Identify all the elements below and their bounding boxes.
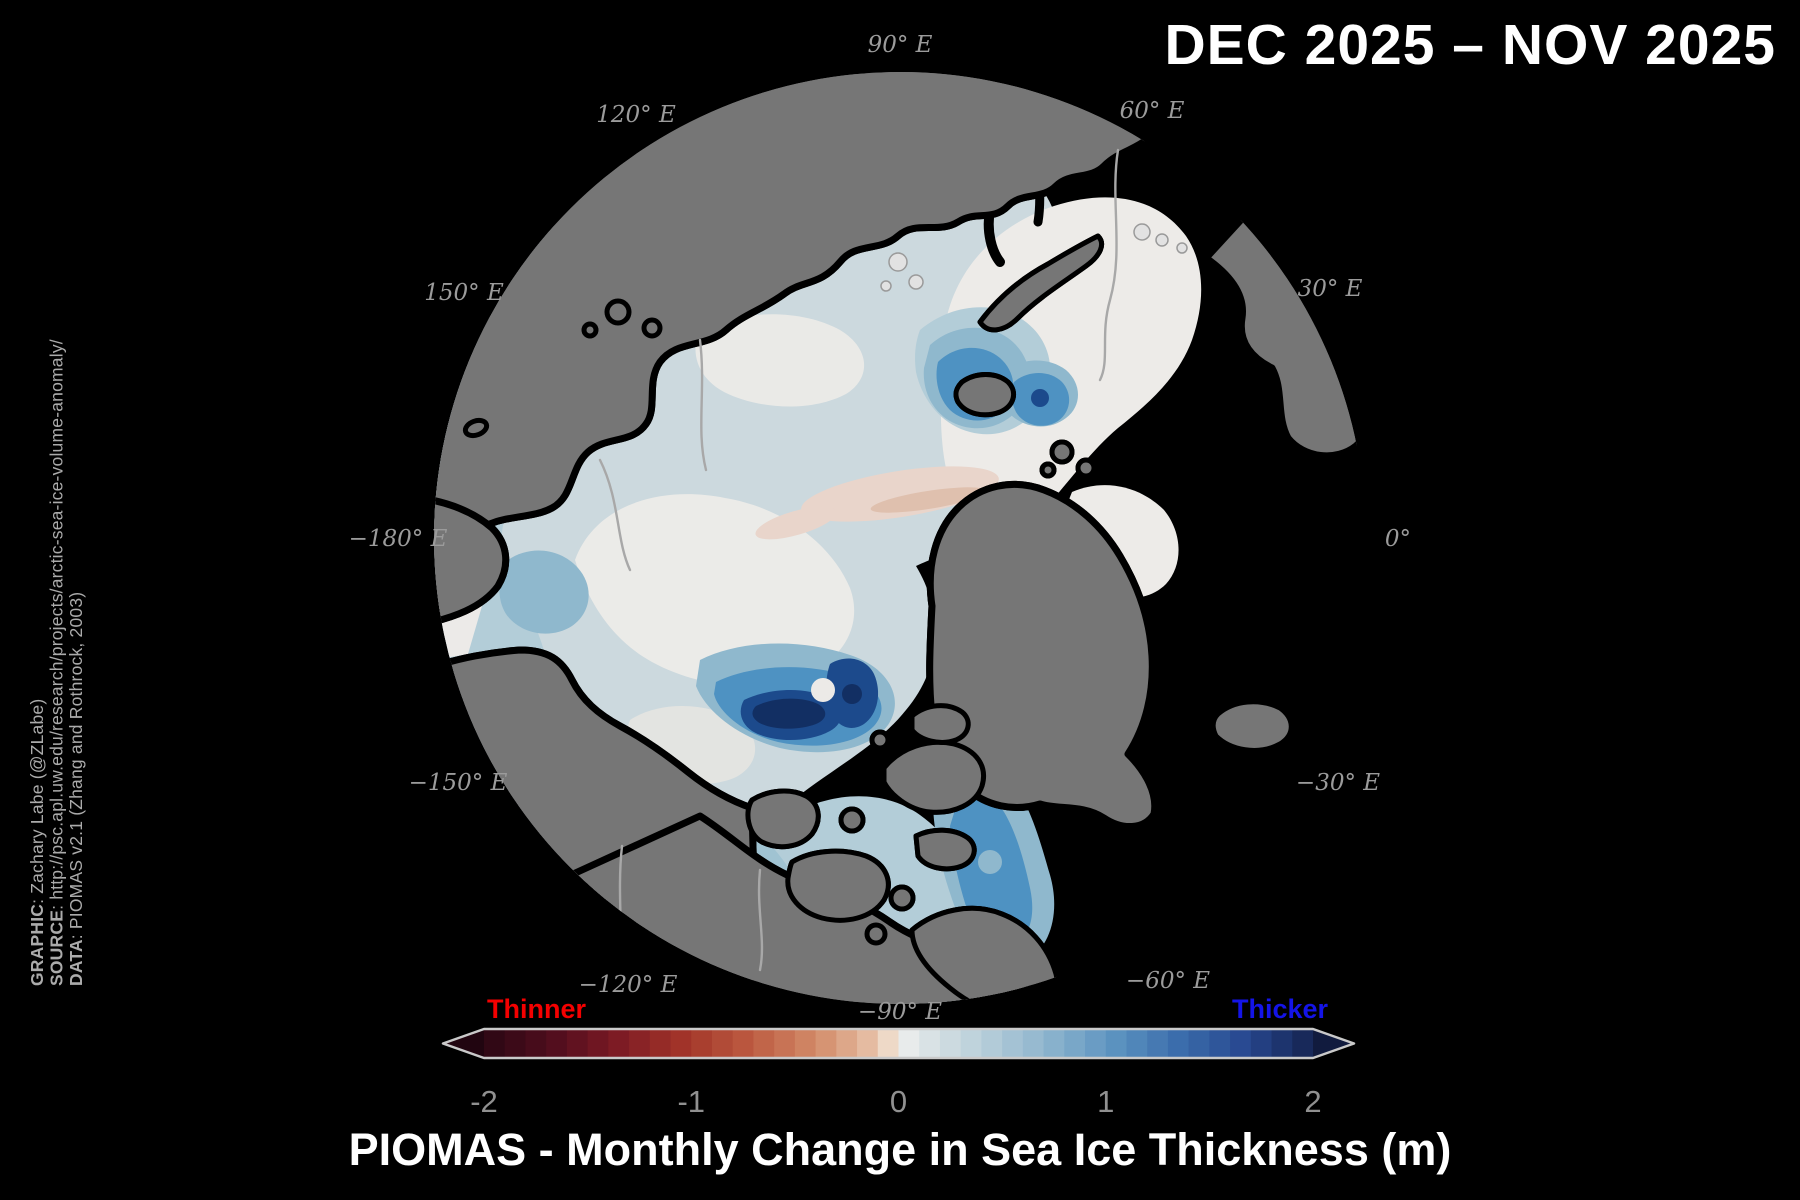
longitude-labels: 90° E 60° E 30° E 0° −30° E −60° E −90° E −120°… (349, 32, 1411, 1025)
colorbar-tick-label: -2 (470, 1084, 498, 1119)
longitude-label: −120° E (579, 972, 678, 998)
credit-line-data: DATA: PIOMAS v2.1 (Zhang and Rothrock, 2… (66, 326, 87, 986)
credit-line-graphic: GRAPHIC: Zachary Labe (@ZLabe) (27, 326, 48, 986)
longitude-label: −60° E (1126, 968, 1210, 994)
colorbar: -2 -1 0 1 2 (441, 1027, 1356, 1119)
longitude-label: −150° E (409, 770, 508, 796)
credit-label-graphic: GRAPHIC (27, 903, 47, 986)
caption-title: PIOMAS - Monthly Change in Sea Ice Thick… (348, 1124, 1452, 1175)
longitude-label: 120° E (596, 102, 676, 128)
credit-text-graphic: : Zachary Labe (@ZLabe) (27, 698, 47, 904)
credit-label-data: DATA (66, 939, 86, 986)
longitude-label: 150° E (424, 280, 504, 306)
colorbar-tick-label: -1 (677, 1084, 705, 1119)
longitude-label: 90° E (868, 32, 933, 58)
colorbar-thicker-label: Thicker (1232, 994, 1329, 1024)
colorbar-right-arrow (1313, 1029, 1354, 1058)
longitude-label: 60° E (1120, 98, 1185, 124)
colorbar-outline (441, 1027, 1356, 1060)
colorbar-tick-label: 1 (1097, 1084, 1114, 1119)
credit-line-source: SOURCE: http://psc.apl.uw.edu/research/p… (46, 326, 68, 986)
colorbar-left-arrow (443, 1029, 484, 1058)
credits: GRAPHIC: Zachary Labe (@ZLabe) SOURCE: h… (27, 326, 87, 986)
longitude-label: −180° E (349, 526, 448, 552)
credit-text-data: : PIOMAS v2.1 (Zhang and Rothrock, 2003) (66, 591, 86, 940)
credit-label-source: SOURCE (46, 909, 67, 986)
colorbar-gradient (484, 1029, 1314, 1058)
colorbar-thinner-label: Thinner (487, 994, 586, 1024)
period-title: DEC 2025 – NOV 2025 (1164, 13, 1776, 77)
polar-map (434, 72, 1366, 1004)
longitude-label: 30° E (1298, 276, 1363, 302)
longitude-label: 0° (1385, 526, 1411, 552)
colorbar-tick-labels: -2 -1 0 1 2 (470, 1084, 1321, 1119)
credit-text-source: : http://psc.apl.uw.edu/research/project… (46, 339, 67, 910)
colorbar-tick-label: 2 (1304, 1084, 1321, 1119)
colorbar-tick-label: 0 (890, 1084, 907, 1119)
longitude-label: −90° E (858, 999, 942, 1025)
longitude-label: −30° E (1296, 770, 1380, 796)
